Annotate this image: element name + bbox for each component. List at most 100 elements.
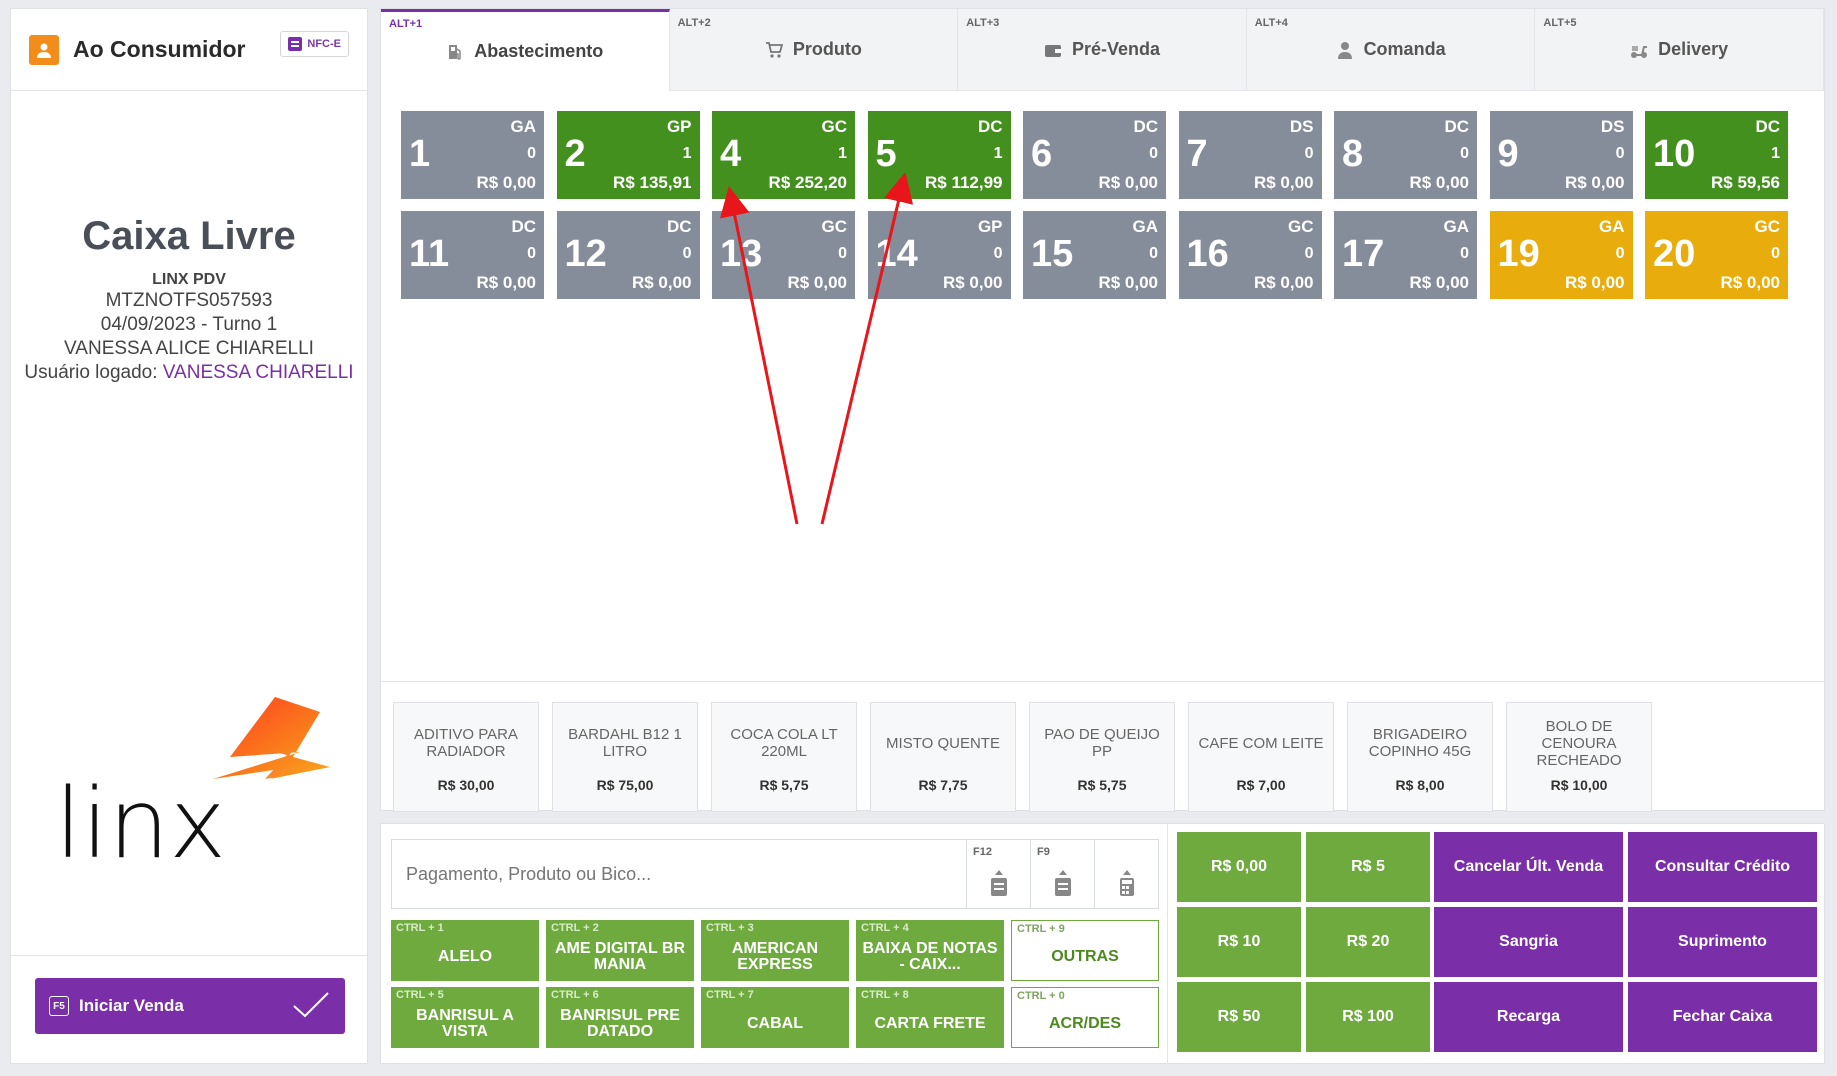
payment-banrisul-pre-datado-button[interactable]: CTRL + 6 BANRISUL PRE DATADO: [546, 987, 694, 1048]
suprimento-button[interactable]: Suprimento: [1628, 907, 1817, 977]
tab-label: Produto: [792, 39, 862, 59]
product-aditivo-para-radiador[interactable]: ADITIVO PARA RADIADOR R$ 30,00: [393, 702, 539, 812]
pump-9[interactable]: 9 DS 0 R$ 0,00: [1489, 111, 1633, 199]
payment-label: ALELO: [437, 947, 493, 965]
pump-11[interactable]: 11 DC 0 R$ 0,00: [401, 211, 544, 299]
pump-8[interactable]: 8 DC 0 R$ 0,00: [1334, 111, 1477, 199]
product-brigadeiro-copinho-45g[interactable]: BRIGADEIRO COPINHO 45G R$ 8,00: [1347, 702, 1493, 812]
receipt-up-button[interactable]: F12: [966, 840, 1030, 908]
pump-count: 0: [1615, 145, 1625, 162]
pump-4[interactable]: 4 GC 1 R$ 252,20: [712, 111, 855, 199]
quick-value-r-5-button[interactable]: R$ 5: [1306, 832, 1430, 902]
pump-16[interactable]: 16 GC 0 R$ 0,00: [1178, 211, 1322, 299]
product-coca-cola-lt-220ml[interactable]: COCA COLA LT 220ML R$ 5,75: [711, 702, 857, 812]
pump-count: 0: [682, 245, 692, 262]
start-key: F5: [49, 996, 69, 1016]
payment-alelo-button[interactable]: CTRL + 1 ALELO: [391, 920, 539, 981]
pump-count: 0: [1304, 245, 1314, 262]
pump-count: 1: [682, 145, 692, 162]
product-bolo-de-cenoura-recheado[interactable]: BOLO DE CENOURA RECHEADO R$ 10,00: [1506, 702, 1652, 812]
pump-number: 12: [564, 233, 607, 275]
pump-5[interactable]: 5 DC 1 R$ 112,99: [867, 111, 1011, 199]
calculator-button[interactable]: [1094, 840, 1158, 908]
tab-pre-venda[interactable]: ALT+3 Pré-Venda: [958, 9, 1247, 91]
quick-value-r-0-00-button[interactable]: R$ 0,00: [1177, 832, 1301, 902]
payment-baixa-de-notas-caix-button[interactable]: CTRL + 4 BAIXA DE NOTAS - CAIX...: [856, 920, 1004, 981]
pump-value: R$ 135,91: [613, 173, 692, 192]
search-input[interactable]: [392, 840, 966, 908]
pump-count: 1: [1771, 145, 1780, 162]
pump-fuel-type: DS: [1600, 117, 1625, 136]
document-icon: [288, 37, 303, 51]
pump-14[interactable]: 14 GP 0 R$ 0,00: [867, 211, 1011, 299]
payment-label: AME DIGITAL BR MANIA: [554, 939, 686, 973]
product-bardahl-b12-1-litro[interactable]: BARDAHL B12 1 LITRO R$ 75,00: [552, 702, 698, 812]
payment-label: ACR/DES: [1048, 1014, 1121, 1032]
start-sale-button[interactable]: F5 Iniciar Venda: [35, 978, 345, 1034]
pump-7[interactable]: 7 DS 0 R$ 0,00: [1178, 111, 1322, 199]
consultar-credito-button[interactable]: Consultar Crédito: [1628, 832, 1817, 902]
pump-12[interactable]: 12 DC 0 R$ 0,00: [556, 211, 700, 299]
terminal-id: MTZNOTFS057593: [105, 290, 273, 311]
receipt-button[interactable]: F9: [1030, 840, 1094, 908]
pump-fuel-type: GC: [821, 217, 848, 236]
quick-value-r-20-button[interactable]: R$ 20: [1306, 907, 1430, 977]
nfce-badge[interactable]: NFC-E: [280, 31, 349, 57]
product-pao-de-queijo-pp[interactable]: PAO DE QUEIJO PP R$ 5,75: [1029, 702, 1175, 812]
divider: [1167, 824, 1168, 1065]
pump-value: R$ 0,00: [476, 173, 536, 192]
tab-comanda[interactable]: ALT+4 Comanda: [1246, 9, 1536, 91]
pump-number: 2: [564, 133, 586, 175]
customer-bar[interactable]: Ao Consumidor NFC-E: [11, 9, 367, 91]
recarga-button[interactable]: Recarga: [1434, 982, 1623, 1052]
product-misto-quente[interactable]: MISTO QUENTE R$ 7,75: [870, 702, 1016, 812]
quick-value-r-10-button[interactable]: R$ 10: [1177, 907, 1301, 977]
date-turn: 04/09/2023 - Turno 1: [100, 314, 278, 335]
pump-value: R$ 59,56: [1711, 173, 1780, 192]
payment-cabal-button[interactable]: CTRL + 7 CABAL: [701, 987, 849, 1048]
pump-fuel-type: GA: [510, 117, 537, 136]
pump-count: 0: [1460, 145, 1469, 162]
pump-13[interactable]: 13 GC 0 R$ 0,00: [712, 211, 855, 299]
customer-name[interactable]: Ao Consumidor: [73, 36, 246, 62]
pump-19[interactable]: 19 GA 0 R$ 0,00: [1489, 211, 1633, 299]
tab-label: Delivery: [1658, 39, 1729, 59]
pump-15[interactable]: 15 GA 0 R$ 0,00: [1023, 211, 1166, 299]
tab-produto[interactable]: ALT+2 Produto: [669, 9, 959, 91]
pump-number: 16: [1186, 233, 1229, 275]
payment-american-express-button[interactable]: CTRL + 3 AMERICAN EXPRESS: [701, 920, 849, 981]
check-icon: [293, 992, 329, 1018]
quick-value-r-50-button[interactable]: R$ 50: [1177, 982, 1301, 1052]
payment-ame-digital-br-mania-button[interactable]: CTRL + 2 AME DIGITAL BR MANIA: [546, 920, 694, 981]
cancelar-ult-venda-button[interactable]: Cancelar Últ. Venda: [1434, 832, 1623, 902]
payment-shortcut: CTRL + 2: [551, 922, 599, 934]
payment-shortcut: CTRL + 5: [396, 989, 444, 1001]
pump-2[interactable]: 2 GP 1 R$ 135,91: [556, 111, 700, 199]
pump-fuel-type: DC: [977, 117, 1003, 136]
pump-10[interactable]: 10 DC 1 R$ 59,56: [1645, 111, 1788, 199]
pump-number: 9: [1497, 133, 1519, 175]
tab-abastecimento[interactable]: ALT+1 Abastecimento: [381, 9, 670, 91]
pump-number: 10: [1653, 133, 1696, 175]
pump-20[interactable]: 20 GC 0 R$ 0,00: [1645, 211, 1788, 299]
status-title: Caixa Livre: [82, 214, 296, 258]
payment-banrisul-a-vista-button[interactable]: CTRL + 5 BANRISUL A VISTA: [391, 987, 539, 1048]
calculator-icon: [1120, 870, 1134, 896]
pump-17[interactable]: 17 GA 0 R$ 0,00: [1334, 211, 1477, 299]
quick-value-r-100-button[interactable]: R$ 100: [1306, 982, 1430, 1052]
pump-number: 19: [1497, 233, 1540, 275]
payment-carta-frete-button[interactable]: CTRL + 8 CARTA FRETE: [856, 987, 1004, 1048]
pump-1[interactable]: 1 GA 0 R$ 0,00: [401, 111, 544, 199]
pump-count: 1: [993, 145, 1003, 162]
pump-6[interactable]: 6 DC 0 R$ 0,00: [1023, 111, 1166, 199]
product-cafe-com-leite[interactable]: CAFE COM LEITE R$ 7,00: [1188, 702, 1334, 812]
pump-number: 8: [1342, 133, 1364, 175]
doc-type-label: NFC-E: [307, 38, 341, 50]
tab-delivery[interactable]: ALT+5 Delivery: [1535, 9, 1824, 91]
payment-acr-des-button[interactable]: CTRL + 0 ACR/DES: [1011, 987, 1159, 1048]
payment-outras-button[interactable]: CTRL + 9 OUTRAS: [1011, 920, 1159, 981]
start-label: Iniciar Venda: [79, 996, 184, 1015]
left-panel: Ao Consumidor NFC-E Caixa Livre LINX PDV…: [10, 8, 368, 1064]
sangria-button[interactable]: Sangria: [1434, 907, 1623, 977]
fechar-caixa-button[interactable]: Fechar Caixa: [1628, 982, 1817, 1052]
